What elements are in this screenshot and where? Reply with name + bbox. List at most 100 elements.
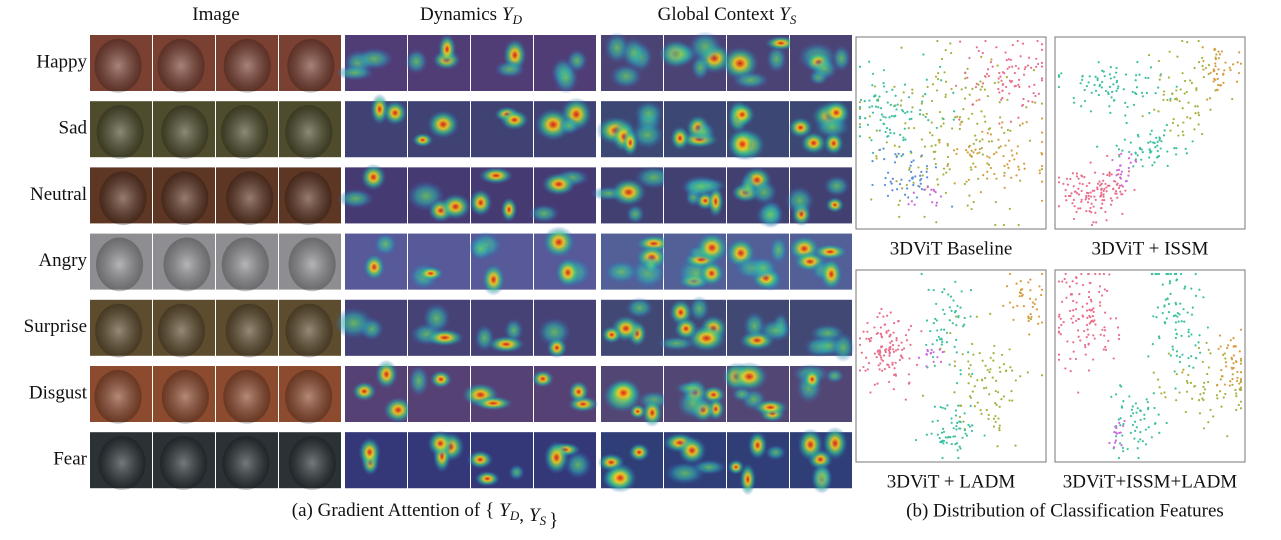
image-tile: [153, 432, 215, 490]
feature-point: [976, 46, 978, 48]
feature-point: [988, 128, 990, 130]
feature-point: [1176, 316, 1178, 318]
feature-point: [905, 399, 907, 401]
feature-point: [894, 161, 896, 163]
feature-point: [1222, 73, 1224, 75]
feature-point: [1240, 371, 1242, 373]
feature-point: [1170, 354, 1172, 356]
image-tile: [408, 365, 470, 422]
feature-point: [892, 344, 894, 346]
feature-point: [999, 406, 1001, 408]
feature-point: [1168, 353, 1170, 355]
feature-point: [877, 100, 879, 102]
feature-point: [1109, 86, 1111, 88]
image-tile: [722, 362, 789, 422]
feature-point: [936, 339, 938, 341]
plot-frame: [856, 37, 1046, 229]
feature-point: [978, 50, 980, 52]
feature-point: [878, 364, 880, 366]
feature-point: [1088, 291, 1090, 293]
feature-point: [919, 113, 921, 115]
feature-point: [1166, 99, 1168, 101]
feature-point: [869, 137, 871, 139]
feature-point: [1040, 152, 1042, 154]
feature-point: [950, 88, 952, 90]
feature-point: [889, 334, 891, 336]
feature-point: [1086, 303, 1088, 305]
feature-point: [995, 380, 997, 382]
feature-point: [876, 130, 878, 132]
feature-point: [1162, 284, 1164, 286]
feature-point: [1105, 190, 1107, 192]
image-tile: [471, 300, 533, 356]
feature-point: [929, 193, 931, 195]
heat-blob: [427, 110, 459, 139]
feature-point: [1072, 341, 1074, 343]
feature-point: [1118, 422, 1120, 424]
feature-point: [1215, 53, 1217, 55]
feature-point: [920, 171, 922, 173]
feature-point: [1138, 74, 1140, 76]
feature-point: [1166, 124, 1168, 126]
feature-point: [1137, 134, 1139, 136]
heat-blob: [508, 464, 524, 480]
feature-point: [1113, 180, 1115, 182]
feature-point: [1226, 435, 1228, 437]
heat-blob: [473, 396, 513, 410]
feature-point: [970, 397, 972, 399]
feature-point: [1009, 130, 1011, 132]
feature-point: [911, 92, 913, 94]
feature-point: [1122, 400, 1124, 402]
feature-point: [947, 163, 949, 165]
feature-point: [1213, 70, 1215, 72]
heat-blob: [607, 378, 641, 407]
feature-point: [1015, 65, 1017, 67]
heat-blob: [751, 180, 777, 205]
feature-point: [1230, 357, 1232, 359]
feature-point: [1168, 311, 1170, 313]
feature-point: [1102, 173, 1104, 175]
feature-point: [884, 116, 886, 118]
feature-point: [953, 110, 955, 112]
feature-point: [1004, 51, 1006, 53]
image-tile: [345, 94, 407, 158]
feature-point: [898, 204, 900, 206]
feature-point: [1024, 168, 1026, 170]
image-tile: [471, 35, 533, 91]
feature-point: [1149, 133, 1151, 135]
feature-point: [997, 81, 999, 83]
feature-point: [1227, 344, 1229, 346]
feature-point: [1137, 441, 1139, 443]
feature-point: [990, 133, 992, 135]
feature-point: [1104, 288, 1106, 290]
feature-point: [1019, 295, 1021, 297]
feature-point: [1207, 381, 1209, 383]
feature-point: [1109, 171, 1111, 173]
feature-point: [1041, 168, 1043, 170]
feature-point: [945, 172, 947, 174]
feature-point: [1032, 301, 1034, 303]
heat-blob: [352, 381, 377, 401]
feature-point: [1100, 194, 1102, 196]
feature-point: [1135, 402, 1137, 404]
feature-point: [1024, 66, 1026, 68]
feature-point: [1172, 348, 1174, 350]
feature-point: [1086, 336, 1088, 338]
feature-point: [1157, 379, 1159, 381]
feature-point: [936, 319, 938, 321]
feature-point: [1122, 425, 1124, 427]
feature-point: [1103, 273, 1105, 275]
feature-point: [1066, 340, 1068, 342]
feature-point: [1117, 326, 1119, 328]
feature-point: [1072, 315, 1074, 317]
feature-point: [921, 154, 923, 156]
feature-point: [884, 368, 886, 370]
feature-point: [1240, 63, 1242, 65]
feature-point: [1193, 67, 1195, 69]
feature-point: [1175, 89, 1177, 91]
feature-point: [1062, 183, 1064, 185]
feature-point: [931, 100, 933, 102]
feature-point: [915, 439, 917, 441]
feature-point: [1192, 306, 1194, 308]
feature-point: [912, 184, 914, 186]
